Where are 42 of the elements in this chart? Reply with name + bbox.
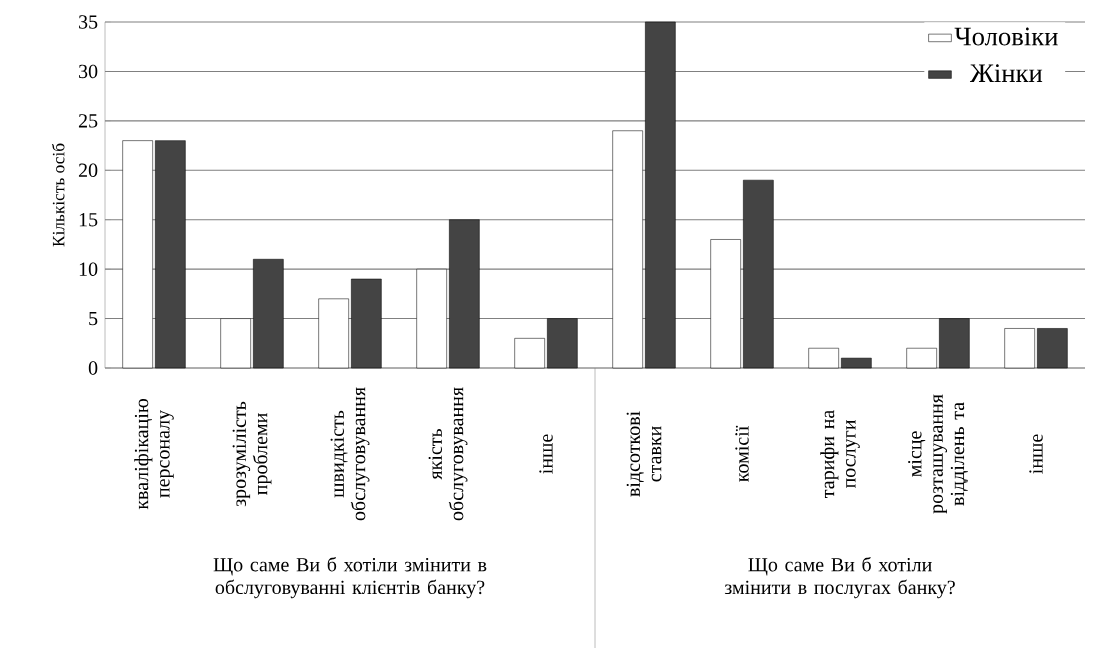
bar <box>906 347 937 369</box>
bar <box>253 258 284 369</box>
x-tick-label: зрозумілість проблеми <box>232 401 272 507</box>
y-tick-label: 35 <box>79 15 98 29</box>
bar <box>449 219 480 369</box>
y-tick-label: 20 <box>78 163 98 178</box>
x-tick-label: інше <box>1029 434 1043 474</box>
bar <box>547 318 578 369</box>
x-tick-label: комісії <box>735 425 749 482</box>
y-tick-label: 15 <box>79 213 98 227</box>
y-tick-label: 10 <box>79 262 98 276</box>
bar <box>416 268 447 369</box>
bar <box>841 357 872 369</box>
bar <box>1037 328 1068 369</box>
bar <box>808 347 839 369</box>
bar <box>710 239 741 369</box>
text: Що саме Ви б хотіли змінити в обслуговуванні клієнтів банку? <box>213 556 487 599</box>
bar <box>612 130 643 369</box>
x-tick-label: інше <box>539 434 553 474</box>
bar <box>939 318 970 369</box>
bar <box>645 21 676 369</box>
bar <box>1004 328 1035 369</box>
bar <box>318 298 349 369</box>
x-tick-label: тарифи на послуги <box>820 410 860 498</box>
legend-label: Чоловіки <box>954 27 1058 46</box>
y-tick-label: 25 <box>78 114 98 128</box>
text: Що саме Ви б хотіли змінити в послугах банку? <box>724 556 955 599</box>
y-tick-label: 0 <box>88 361 98 375</box>
legend-label: Жінки <box>969 64 1043 82</box>
bar <box>351 278 382 369</box>
x-tick-label: швидкість обслуговування <box>330 387 370 521</box>
bar <box>155 140 186 369</box>
x-tick-label: кваліфікацію персоналу <box>134 398 174 510</box>
bar <box>514 338 545 369</box>
x-tick-label: якість обслуговування <box>428 387 468 521</box>
y-tick-label: 5 <box>89 311 98 326</box>
bar <box>743 179 774 369</box>
y-tick-label: 30 <box>79 64 98 79</box>
bar <box>122 140 153 369</box>
y-axis-title: Кількість осіб <box>51 143 65 247</box>
bar <box>220 318 251 369</box>
x-tick-label: відсоткові ставки <box>626 411 662 497</box>
